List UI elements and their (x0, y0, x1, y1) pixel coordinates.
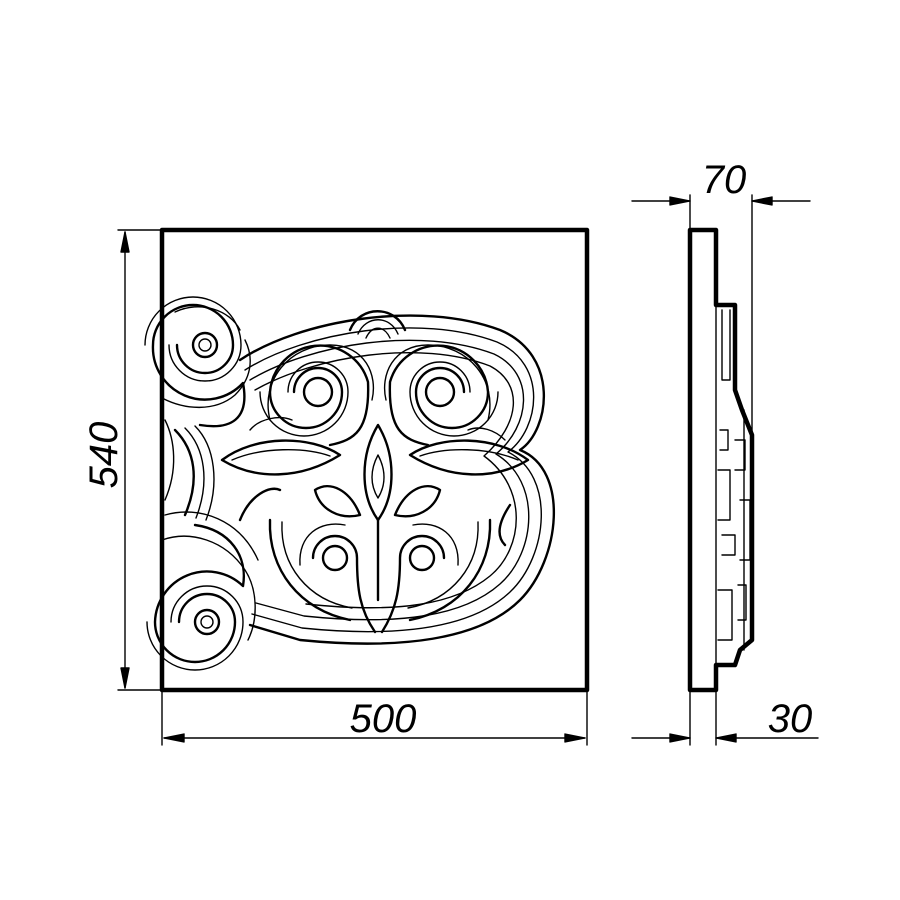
side-relief-details (715, 304, 751, 666)
dimension-label-depth-total: 70 (702, 158, 747, 202)
dimension-label-height: 540 (82, 422, 126, 489)
dimension-label-width: 500 (350, 697, 417, 741)
dimension-label-depth-base: 30 (768, 697, 813, 741)
side-profile (687, 227, 755, 693)
front-view (144, 227, 590, 693)
ornament-pattern (144, 296, 556, 671)
panel-outline (159, 227, 590, 693)
side-view (687, 227, 755, 693)
dimension-lines (117, 194, 819, 746)
